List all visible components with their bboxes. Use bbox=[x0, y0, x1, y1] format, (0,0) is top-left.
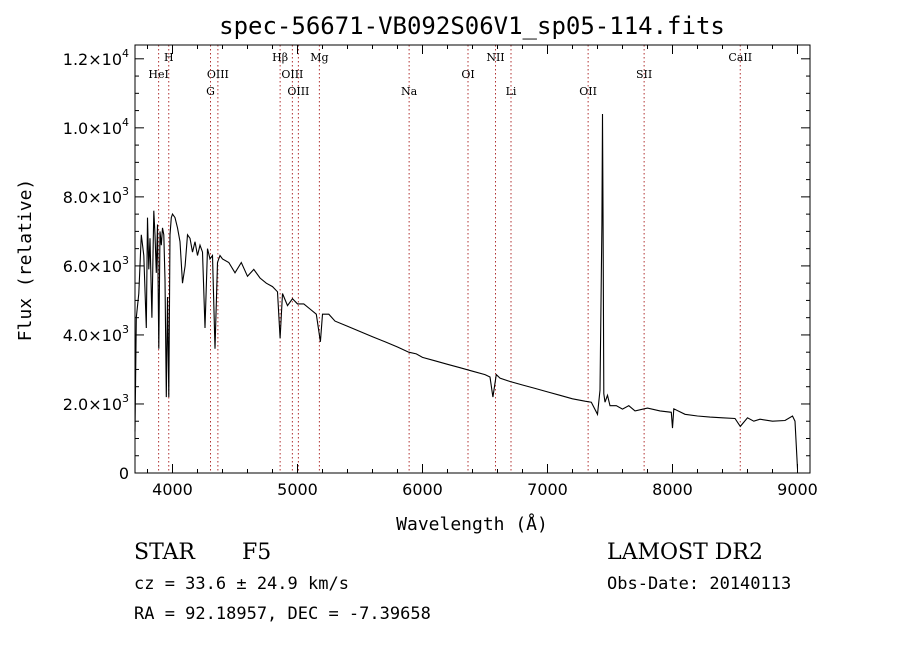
y-tick-mantissa: 4.0×10 bbox=[63, 326, 122, 345]
x-tick-label: 9000 bbox=[777, 480, 818, 499]
line-marker-label: HeI bbox=[148, 68, 168, 81]
chart-title: spec-56671-VB092S06V1_sp05-114.fits bbox=[219, 12, 725, 40]
line-marker-label: G bbox=[206, 85, 215, 98]
line-marker-label: OIII bbox=[207, 68, 229, 81]
y-tick-label: 2.0×103 bbox=[63, 392, 129, 414]
y-tick-exponent: 3 bbox=[122, 185, 129, 198]
y-tick-mantissa: 6.0×10 bbox=[63, 257, 122, 276]
line-marker-label: OII bbox=[579, 85, 597, 98]
x-tick-label: 5000 bbox=[277, 480, 318, 499]
line-marker-label: NII bbox=[486, 51, 504, 64]
y-tick-exponent: 3 bbox=[122, 392, 129, 405]
y-tick-label: 1.2×104 bbox=[63, 47, 129, 69]
line-marker-label: H bbox=[164, 51, 174, 64]
redshift-readout: cz = 33.6 ± 24.9 km/s bbox=[134, 574, 349, 594]
y-tick-label: 1.0×104 bbox=[63, 116, 129, 138]
plot-frame bbox=[134, 44, 811, 474]
line-marker-label: Na bbox=[401, 85, 418, 98]
y-axis-label: Flux (relative) bbox=[15, 179, 36, 342]
x-tick-label: 7000 bbox=[527, 480, 568, 499]
line-marker-label: Li bbox=[506, 85, 517, 98]
x-tick-label: 4000 bbox=[152, 480, 193, 499]
object-class: STAR bbox=[134, 540, 195, 565]
y-tick-label: 0 bbox=[119, 464, 129, 483]
line-marker-label: OI bbox=[461, 68, 474, 81]
line-marker-label: OIII bbox=[287, 85, 309, 98]
line-marker-label: Hβ bbox=[272, 51, 288, 64]
line-marker-label: SII bbox=[636, 68, 652, 81]
y-tick-label: 8.0×103 bbox=[63, 185, 129, 207]
line-marker-label: Mg bbox=[310, 51, 328, 64]
survey-name: LAMOST DR2 bbox=[607, 540, 763, 565]
y-tick-exponent: 4 bbox=[122, 47, 129, 60]
plot-axes: 4000 5000 6000 7000 8000 900002.0×1034.0×1036… bbox=[63, 44, 818, 499]
y-tick-exponent: 3 bbox=[122, 323, 129, 336]
y-tick-exponent: 4 bbox=[122, 116, 129, 129]
line-marker-label: CaII bbox=[728, 51, 752, 64]
y-tick-label: 4.0×103 bbox=[63, 323, 129, 345]
y-tick-mantissa: 2.0×10 bbox=[63, 395, 122, 414]
y-tick-label: 6.0×103 bbox=[63, 254, 129, 276]
observation-date: Obs-Date: 20140113 bbox=[607, 574, 792, 594]
spectrum-line bbox=[134, 113, 799, 469]
emission-line-markers: H HeI OIII G Hβ OIII OIII Mg Na OI NII Li OII SII CaII bbox=[148, 45, 752, 473]
y-tick-mantissa: 8.0×10 bbox=[63, 188, 122, 207]
y-tick-mantissa: 1.2×10 bbox=[63, 50, 122, 69]
sky-coordinates: RA = 92.18957, DEC = -7.39658 bbox=[134, 604, 431, 624]
line-marker-label: OIII bbox=[281, 68, 303, 81]
y-tick-mantissa: 0 bbox=[119, 464, 129, 483]
object-subclass: F5 bbox=[242, 540, 272, 565]
x-tick-label: 6000 bbox=[402, 480, 443, 499]
x-tick-label: 8000 bbox=[652, 480, 693, 499]
y-tick-exponent: 3 bbox=[122, 254, 129, 267]
x-axis-label: Wavelength (Å) bbox=[396, 513, 548, 535]
y-tick-mantissa: 1.0×10 bbox=[63, 119, 122, 138]
spectrum-series bbox=[134, 113, 799, 469]
